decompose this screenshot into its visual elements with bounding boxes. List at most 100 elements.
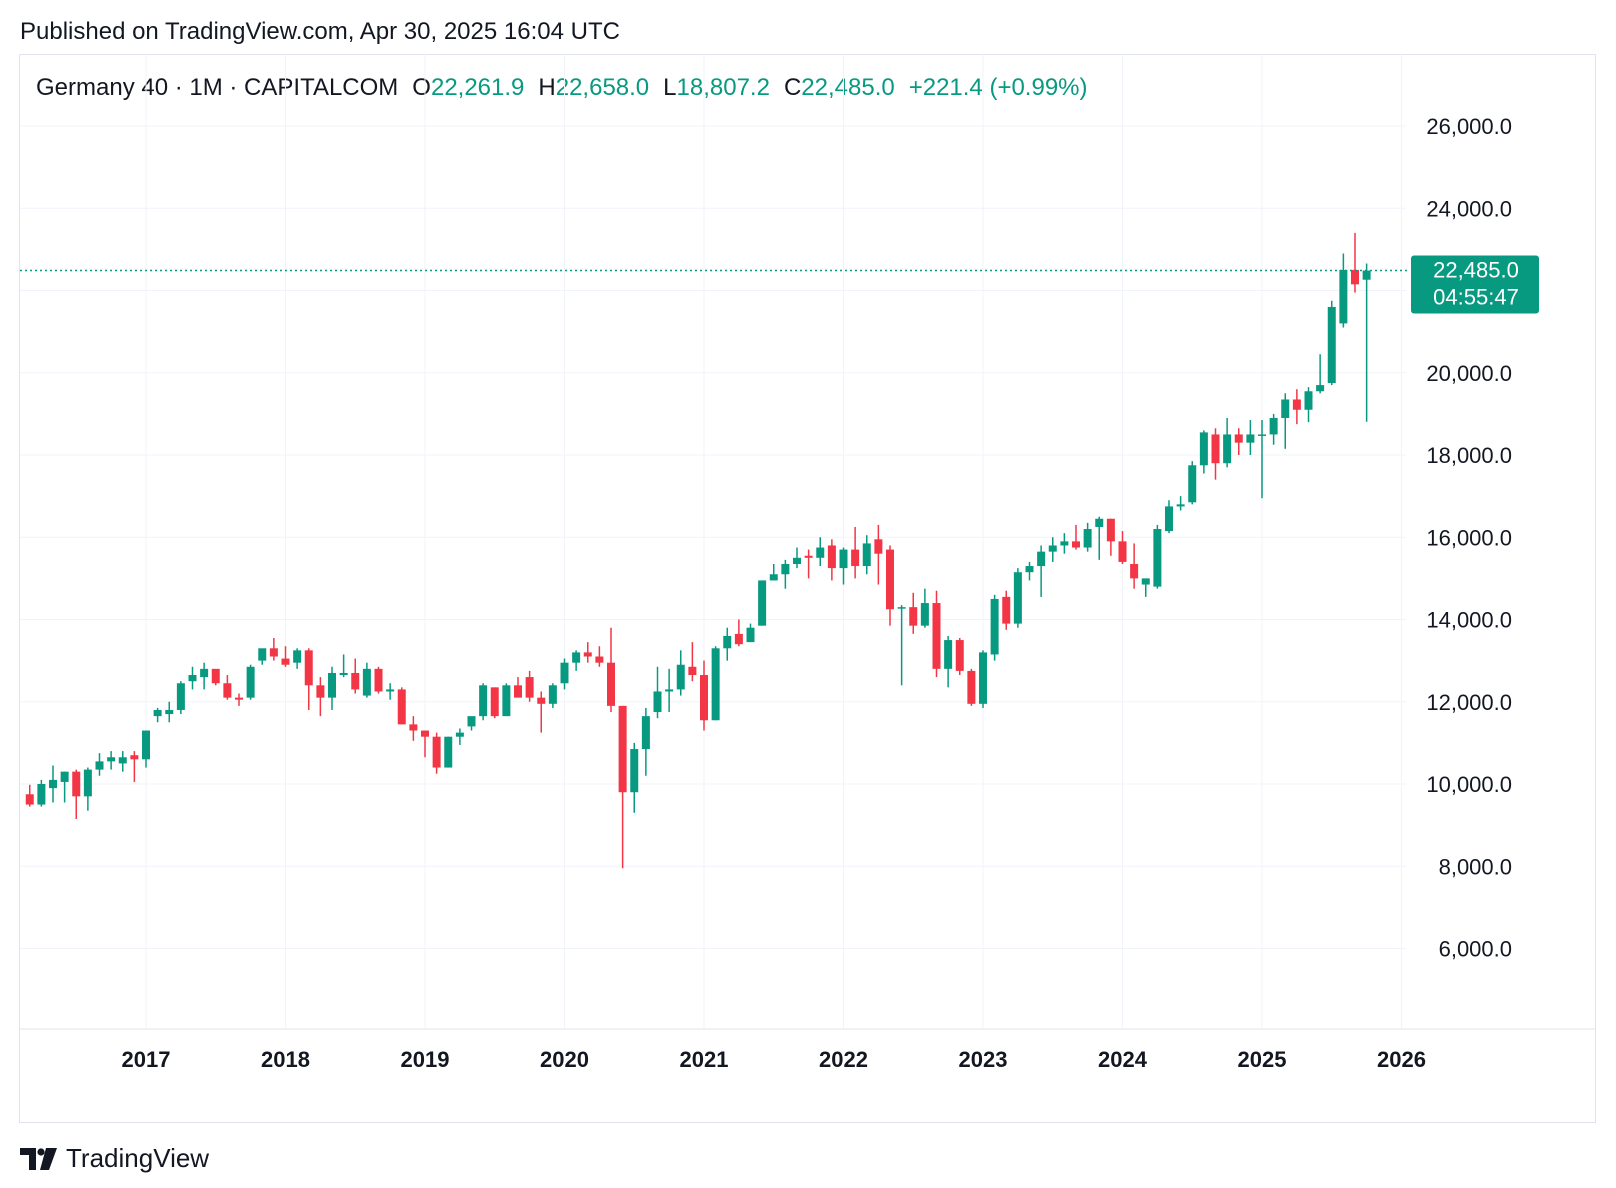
candle-body [641,716,650,750]
candle [223,675,232,700]
low-label: L [663,74,677,101]
candle-body [932,603,941,669]
candle-body [1083,529,1092,548]
candle-body [223,683,232,698]
candle-body [502,685,511,717]
candle-body [304,650,313,686]
countdown-text: 04:55:47 [1433,285,1519,310]
candle-body [374,668,383,692]
candle-body [1351,269,1359,285]
candle-body [944,640,953,669]
candle [246,664,255,700]
candle-body [920,603,929,626]
candle-body [1246,434,1255,443]
price-tick-label: 10,000.0 [1426,772,1512,797]
candle-body [572,652,581,663]
time-tick-label: 2017 [122,1047,171,1072]
candle [258,648,267,665]
price-tick-label: 6,000.0 [1439,937,1512,962]
candle-body [688,666,697,676]
candle-body [886,549,894,610]
candle [1292,389,1301,425]
candle-body [1165,506,1173,532]
candle [1281,393,1290,449]
candle [107,751,116,770]
candle [176,681,185,715]
candle-body [1141,578,1150,585]
open-label: O [412,74,431,101]
candle [1002,590,1011,630]
time-tick-label: 2019 [401,1047,450,1072]
candle [700,660,708,731]
candle [397,687,406,725]
candlestick-chart[interactable]: 6,000.0 8,000.0 10,000.0 12,000.0 14,000.0 16… [0,0,1616,1120]
candle-body [979,652,987,704]
candle-body [362,668,371,696]
candle-body [909,607,918,626]
candle-body [723,635,732,649]
candle [153,707,162,723]
candle [793,547,801,569]
price-axis[interactable]: 6,000.0 8,000.0 10,000.0 12,000.0 14,000.0 16… [1426,114,1512,962]
candle [1130,543,1139,589]
candle-body [1176,504,1185,507]
price-tick-label: 24,000.0 [1426,196,1512,221]
candle [769,563,778,581]
grid-layer [19,54,1596,1030]
candle [130,751,139,782]
high-label: H [538,74,556,101]
candle [1258,420,1266,499]
candle-body [665,689,674,692]
candle [328,666,336,710]
candle-body [444,736,453,768]
candle-body [595,656,604,663]
candle [665,668,674,713]
chart-legend: Germany 40 · 1M · CAPITALCOM O22,261.9 H22… [36,74,1088,102]
candle [72,769,81,819]
candle [560,658,569,690]
candle [455,728,464,745]
candle-body [874,539,883,554]
candle-body [990,598,999,655]
candle-body [269,648,278,657]
candle [304,648,313,710]
price-tick-label: 26,000.0 [1426,114,1512,139]
candle-body [211,668,220,684]
candle [1362,263,1371,422]
candle [688,642,697,682]
candle-body [607,662,615,706]
time-tick-label: 2021 [680,1047,729,1072]
candle [1048,537,1057,562]
candle [1316,354,1325,394]
candle-body [95,761,104,770]
candle-body [153,709,162,717]
tradingview-logo-icon [20,1147,57,1170]
candle-body [72,771,81,797]
candle [421,730,429,758]
candle [630,742,639,813]
candle [1118,531,1127,564]
time-axis[interactable]: 2017 2018 2019 2020 2021 2022 2023 2024 2025 2026 [122,1047,1426,1072]
candle-body [653,691,662,713]
candle-body [479,685,488,717]
candle [95,753,104,776]
candle [932,590,941,678]
candle-body [1316,385,1325,392]
candle-body [1292,399,1301,410]
candle [723,627,732,661]
candle [1304,387,1313,423]
candle [839,547,848,585]
candle-body [630,749,639,793]
candle [316,677,325,717]
candle [432,732,441,774]
candle-body [1002,596,1011,624]
candle-body [1095,518,1104,527]
candle-body [955,640,964,671]
candle [827,539,836,581]
candle [874,524,883,585]
candle [118,751,127,772]
time-tick-label: 2024 [1098,1047,1148,1072]
candle [235,693,243,706]
candle [281,646,290,667]
candle [1211,428,1220,480]
